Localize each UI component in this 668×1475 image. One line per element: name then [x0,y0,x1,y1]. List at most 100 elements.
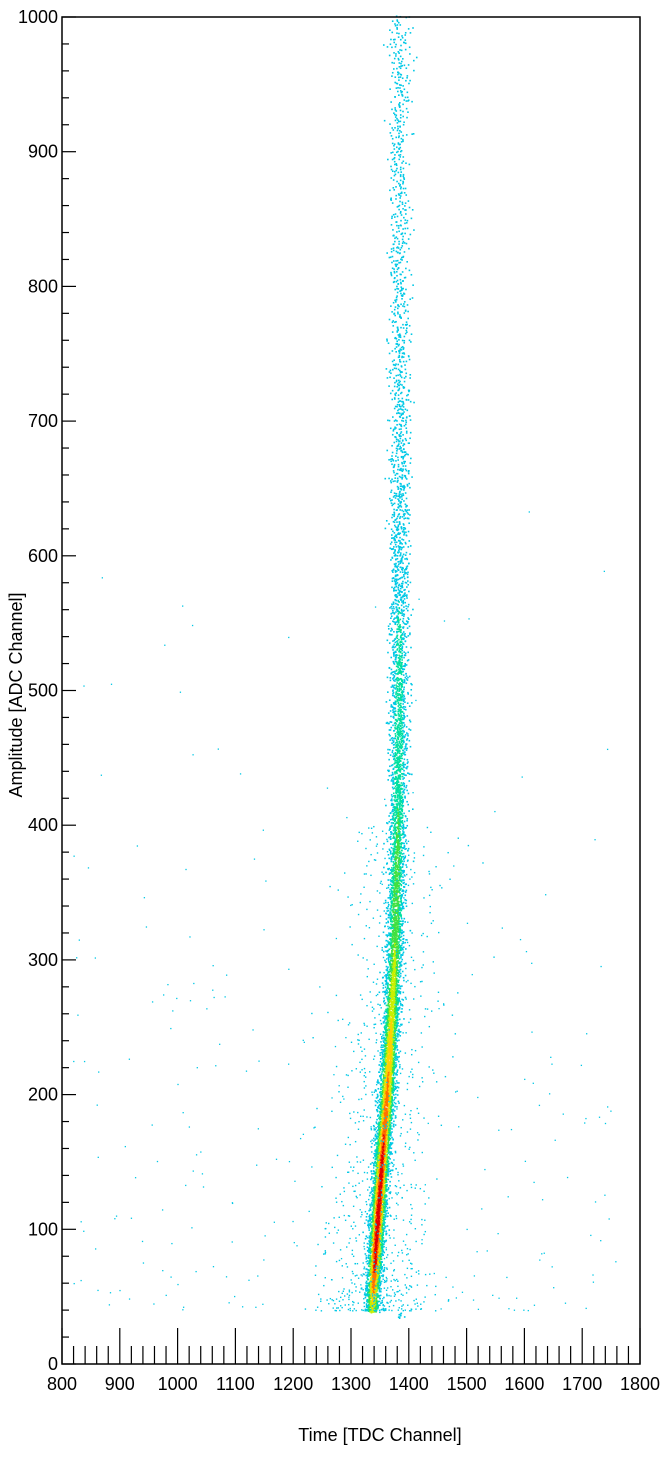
density-cell [383,1175,386,1178]
density-cell [373,1205,375,1207]
density-cell [394,1066,397,1069]
density-cell [380,1074,382,1076]
density-cell [375,1168,378,1171]
density-cell [375,1255,378,1258]
density-cell [366,1260,369,1262]
density-cell [373,1196,376,1199]
density-cell [392,1063,394,1065]
density-cell [386,1100,388,1103]
density-cell [378,1236,381,1238]
density-cell [382,1173,385,1175]
density-cell [373,1212,376,1215]
density-cell [387,1078,389,1081]
density-cell [391,1066,394,1069]
density-cell [385,1107,388,1110]
density-cell [372,1170,375,1172]
density-cell [370,1273,373,1275]
density-cell [383,1251,386,1254]
density-cell [372,1286,375,1289]
density-cell [378,1294,381,1297]
density-cell [372,1224,375,1226]
density-cell [375,1163,378,1165]
density-cell [379,1230,382,1233]
density-cell [374,1244,377,1246]
density-cell [384,1189,387,1192]
density-cell [383,1154,385,1157]
density-cell [378,1151,380,1153]
density-cell [379,1284,381,1286]
density-cell [371,1290,374,1292]
density-cell [390,1067,393,1069]
density-cell [381,1093,383,1096]
density-cell [389,1102,392,1105]
density-cell [385,1205,388,1208]
density-cell [369,1274,372,1276]
density-cell [392,1068,395,1071]
density-cell [387,1089,389,1091]
density-cell [373,1252,376,1254]
density-cell [383,1145,386,1148]
density-cell [380,1159,382,1161]
density-cell [381,1085,384,1088]
density-cell [372,1195,375,1198]
density-cell [371,1211,374,1214]
density-cell [394,1064,397,1067]
density-cell [388,1168,390,1170]
density-cell [391,1052,394,1054]
density-cell [374,1265,376,1267]
density-cell [380,1180,383,1183]
density-cell [381,1096,384,1098]
density-cell [381,1090,384,1093]
density-cell [378,1290,381,1293]
density-cell [383,1296,385,1299]
density-cell [360,1287,363,1290]
density-cell [381,1051,383,1054]
density-cell [392,1089,394,1091]
density-cell [394,1085,397,1088]
density-cell [371,1216,374,1219]
density-cell [369,1192,372,1194]
density-marks [73,15,617,1320]
density-cell [394,1150,397,1153]
density-cell [370,1290,372,1293]
density-cell [376,1146,378,1149]
density-cell [386,1166,389,1168]
density-cell [382,1231,384,1234]
density-cell [375,1130,378,1133]
density-cell [369,1256,372,1258]
density-cell [395,1059,397,1061]
density-cell [381,1209,383,1212]
density-cell [389,1123,392,1126]
density-cell [368,1294,371,1297]
density-cell [377,1203,380,1205]
density-cell [382,1142,385,1145]
density-cell [384,1135,387,1138]
density-cell [379,1202,382,1204]
density-cell [389,1096,392,1098]
density-cell [385,1120,388,1123]
density-cell [392,1091,395,1094]
density-cell [383,1068,386,1070]
density-cell [390,1116,393,1118]
density-cell [379,1112,382,1114]
density-cell [374,1177,377,1180]
density-cell [370,1225,372,1228]
density-cell [376,1214,379,1216]
density-cell [382,1197,385,1199]
density-cell [386,1093,389,1096]
density-cell [385,1214,387,1216]
density-cell [393,1088,395,1090]
density-cell [386,1113,389,1116]
density-cell [394,1088,397,1091]
density-cell [376,1284,379,1287]
density-cell [381,1080,384,1083]
density-cell [382,1189,384,1191]
density-cell [368,1286,371,1288]
density-cell [373,1276,375,1278]
density-cell [385,1175,387,1178]
density-cell [393,1063,396,1065]
density-cell [390,1049,393,1051]
density-cell [393,1052,395,1054]
density-cell [374,1286,377,1288]
